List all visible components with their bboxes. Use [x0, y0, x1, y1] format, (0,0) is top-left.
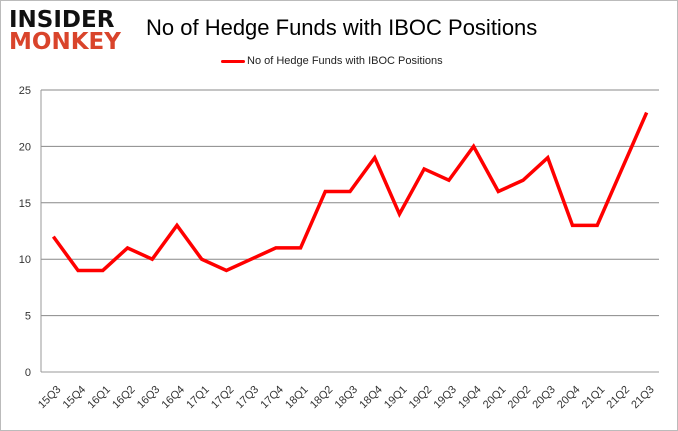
- y-tick-label: 20: [19, 141, 31, 153]
- x-tick-label: 18Q1: [283, 384, 311, 412]
- x-tick-label: 21Q3: [629, 384, 657, 412]
- x-tick-label: 17Q4: [258, 384, 286, 412]
- x-tick-label: 18Q4: [357, 384, 385, 412]
- x-tick-label: 16Q1: [85, 384, 113, 412]
- y-tick-label: 15: [19, 198, 31, 210]
- x-tick-label: 19Q2: [407, 384, 435, 412]
- x-tick-label: 16Q4: [160, 384, 188, 412]
- x-tick-label: 21Q2: [605, 384, 633, 412]
- legend-label: No of Hedge Funds with IBOC Positions: [247, 55, 443, 67]
- x-tick-label: 19Q3: [431, 384, 459, 412]
- x-tick-label: 18Q3: [333, 384, 361, 412]
- legend-swatch: [221, 59, 245, 63]
- chart-title: No of Hedge Funds with IBOC Positions: [146, 15, 538, 40]
- legend: No of Hedge Funds with IBOC Positions: [221, 55, 443, 67]
- y-tick-label: 25: [19, 85, 31, 97]
- x-tick-label: 17Q2: [209, 384, 237, 412]
- x-tick-label: 20Q4: [555, 384, 583, 412]
- x-tick-label: 17Q1: [184, 384, 212, 412]
- x-tick-label: 20Q3: [530, 384, 558, 412]
- x-tick-label: 16Q3: [135, 384, 163, 412]
- logo-line2: MONKEY: [9, 29, 121, 55]
- insider-monkey-logo: INSIDER MONKEY: [9, 7, 121, 55]
- y-tick-label: 10: [19, 254, 31, 266]
- x-tick-label: 19Q1: [382, 384, 410, 412]
- x-tick-label: 17Q3: [234, 384, 262, 412]
- y-tick-label: 5: [25, 311, 31, 323]
- logo-line1: INSIDER: [9, 7, 115, 33]
- x-tick-label: 19Q4: [456, 384, 484, 412]
- x-tick-label: 20Q2: [506, 384, 534, 412]
- x-tick-label: 15Q3: [36, 384, 64, 412]
- x-tick-label: 16Q2: [110, 384, 138, 412]
- x-tick-label: 15Q4: [61, 384, 89, 412]
- y-tick-label: 0: [25, 367, 31, 379]
- x-tick-label: 18Q2: [308, 384, 336, 412]
- x-tick-label: 21Q1: [580, 384, 608, 412]
- x-tick-label: 20Q1: [481, 384, 509, 412]
